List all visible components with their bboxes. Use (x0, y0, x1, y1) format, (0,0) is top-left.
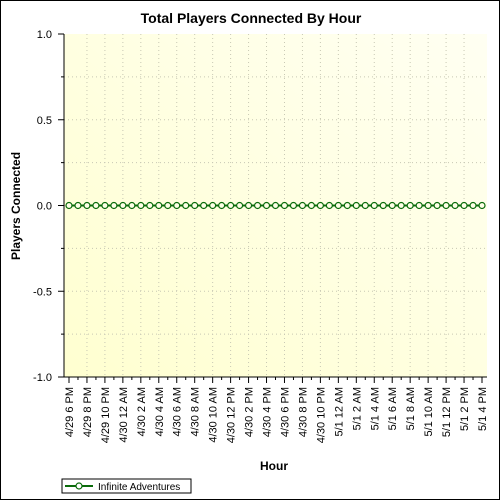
y-axis-label: Players Connected (9, 152, 23, 260)
data-point (469, 201, 477, 210)
data-point (65, 201, 73, 210)
data-point (397, 201, 405, 210)
x-tick-label: 4/30 4 PM (262, 387, 274, 437)
data-point (155, 201, 163, 210)
data-point (119, 201, 127, 210)
data-point (110, 201, 118, 210)
x-tick-label: 5/1 2 PM (459, 387, 471, 431)
data-point (146, 201, 154, 210)
x-tick-label: 5/1 8 AM (405, 387, 417, 430)
x-tick-label: 4/29 10 PM (100, 387, 112, 443)
axes (58, 33, 487, 383)
data-point (298, 201, 307, 210)
data-point (101, 201, 109, 210)
data-point (227, 201, 235, 210)
x-tick-label: 5/1 2 AM (351, 387, 363, 430)
x-tick-label: 4/30 10 PM (315, 387, 327, 443)
legend-swatch-marker (75, 482, 83, 490)
data-point (388, 201, 396, 210)
data-point (478, 201, 486, 210)
y-tick-label: 0.0 (37, 201, 52, 213)
data-point (218, 201, 226, 210)
x-tick-label: 5/1 4 AM (369, 387, 381, 430)
data-point (83, 201, 91, 210)
data-point (280, 201, 289, 210)
x-tick-label: 4/30 8 AM (190, 387, 202, 437)
x-tick-label: 5/1 10 AM (423, 387, 435, 437)
legend-box (61, 478, 192, 494)
data-point (271, 201, 280, 210)
data-point (137, 201, 145, 210)
x-tick-label: 4/30 12 AM (118, 387, 130, 443)
data-point (415, 201, 423, 210)
data-point (128, 201, 136, 210)
series-line (65, 201, 486, 210)
x-tick-label: 4/30 6 PM (279, 387, 291, 437)
x-axis-label: Hour (260, 459, 288, 473)
data-point (235, 201, 244, 210)
data-point (173, 201, 181, 210)
data-point (361, 201, 369, 210)
x-tick-label: 4/30 6 AM (172, 387, 184, 437)
data-point (74, 201, 82, 210)
y-tick-label: 0.5 (37, 115, 52, 127)
y-tick-label: -0.5 (33, 286, 52, 298)
data-point (451, 201, 459, 210)
x-tick-label: 5/1 12 AM (333, 387, 345, 437)
x-tick-label: 4/30 2 AM (136, 387, 148, 437)
x-tick-label: 4/30 2 PM (244, 387, 256, 437)
data-point (307, 201, 316, 210)
y-tick-labels: 1.0 0.5 0.0 -0.5 -1.0 (33, 29, 52, 384)
data-point (379, 201, 387, 210)
data-point (92, 201, 100, 210)
data-point (352, 201, 360, 210)
data-point (164, 201, 172, 210)
data-point (244, 201, 253, 210)
x-tick-label: 4/30 8 PM (297, 387, 309, 437)
chart-title: Total Players Connected By Hour (141, 10, 362, 26)
data-point (182, 201, 190, 210)
legend: Infinite Adventures (61, 478, 192, 494)
x-tick-label: 4/29 8 PM (82, 387, 94, 437)
x-tick-labels: 4/29 6 PM 4/29 8 PM 4/29 10 PM 4/30 12 AM 4/… (64, 387, 489, 443)
data-point (316, 201, 324, 210)
legend-label: Infinite Adventures (98, 482, 180, 493)
data-point (442, 201, 450, 210)
data-point (460, 201, 468, 210)
data-point (334, 201, 342, 210)
data-point (406, 201, 414, 210)
x-tick-label: 4/30 4 AM (154, 387, 166, 437)
data-point (370, 201, 378, 210)
data-point (289, 201, 298, 210)
data-point (191, 201, 199, 210)
x-tick-label: 4/30 10 AM (208, 387, 220, 443)
x-tick-label: 4/30 12 PM (226, 387, 238, 443)
data-point (433, 201, 441, 210)
data-point (424, 201, 432, 210)
x-tick-label: 5/1 12 PM (441, 387, 453, 437)
data-point (200, 201, 208, 210)
data-point (325, 201, 333, 210)
x-tick-label: 4/29 6 PM (64, 387, 76, 437)
y-tick-label: -1.0 (33, 372, 52, 384)
data-point (209, 201, 217, 210)
data-point (262, 201, 271, 210)
x-tick-label: 5/1 4 PM (477, 387, 489, 431)
data-point (343, 201, 351, 210)
y-tick-label: 1.0 (37, 29, 52, 41)
data-point (253, 201, 262, 210)
x-tick-label: 5/1 6 AM (387, 387, 399, 430)
